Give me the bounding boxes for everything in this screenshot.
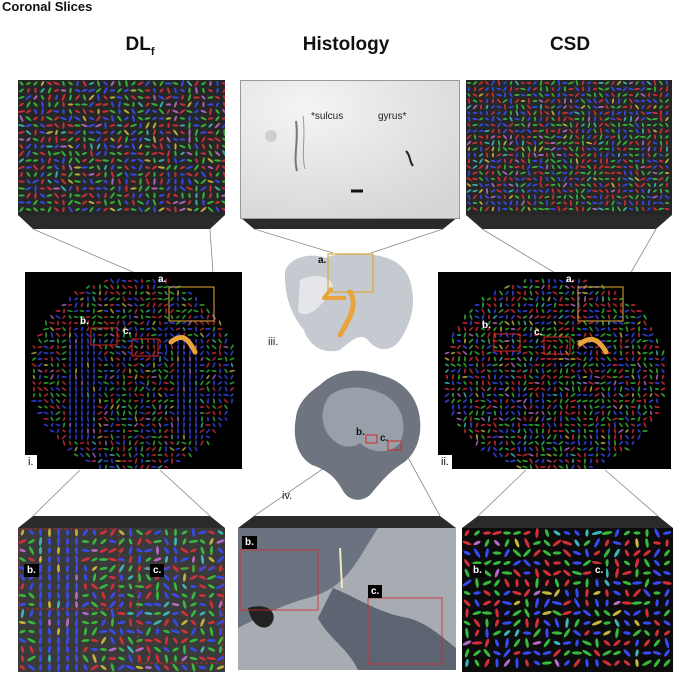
csd-bottom-zoom-panel: b. c. bbox=[462, 528, 673, 672]
column-header-histology: Histology bbox=[302, 34, 390, 55]
csd-top-zoom-panel bbox=[466, 80, 672, 215]
dlf-label-a: a. bbox=[158, 274, 167, 285]
column-header-csd: CSD bbox=[549, 34, 591, 55]
dlf-box-b bbox=[90, 327, 118, 346]
page-title: Coronal Slices bbox=[2, 0, 93, 14]
csd-label-b: b. bbox=[482, 320, 491, 331]
csd-arrow bbox=[577, 336, 609, 355]
iii-arrow bbox=[337, 289, 356, 338]
iii-label-a: a. bbox=[318, 255, 327, 266]
histology-bottom-texture bbox=[238, 528, 456, 670]
csd-brain-glyph-field bbox=[438, 272, 671, 469]
dlf-bottom-overlay bbox=[18, 528, 224, 664]
bottom-right-trapezoid bbox=[462, 516, 673, 528]
bottom-center-trapezoid bbox=[238, 516, 456, 528]
dlf-arrow bbox=[168, 334, 198, 355]
csd-label-c: c. bbox=[534, 327, 543, 338]
csd-top-glyph-field bbox=[466, 80, 672, 215]
histology-top-texture bbox=[241, 81, 459, 218]
bottom-left-trapezoid bbox=[18, 516, 225, 528]
gyrus-label: gyrus* bbox=[378, 111, 407, 122]
top-right-trapezoid bbox=[466, 215, 672, 229]
dlf-top-zoom-panel bbox=[18, 80, 225, 215]
iv-label-b: b. bbox=[356, 427, 365, 438]
csd-box-b bbox=[493, 333, 521, 352]
column-header-dlf-sub: f bbox=[150, 45, 155, 58]
csd-brain-slice-panel: a. b. c. ii. bbox=[438, 272, 671, 469]
dlf-bottom-glyph-field bbox=[18, 528, 225, 672]
histology-bottom-label-b: b. bbox=[242, 536, 257, 549]
histology-section-iii-shape bbox=[284, 253, 414, 352]
top-center-trapezoid bbox=[240, 217, 458, 229]
sulcus-label: *sulcus bbox=[311, 111, 344, 122]
csd-bottom-label-c: c. bbox=[592, 564, 607, 577]
histology-section-iv: b. c. bbox=[290, 365, 425, 503]
panel-label-iv: iv. bbox=[282, 490, 293, 502]
csd-box-a bbox=[577, 286, 624, 322]
dlf-brain-slice-panel: a. b. c. i. bbox=[25, 272, 242, 469]
iv-label-c: c. bbox=[380, 433, 389, 444]
histology-bottom-label-c: c. bbox=[368, 585, 383, 598]
dlf-label-c: c. bbox=[123, 326, 132, 337]
dlf-bottom-label-c: c. bbox=[150, 564, 165, 577]
dlf-bottom-zoom-panel: b. c. bbox=[18, 528, 225, 672]
histology-section-iii: a. bbox=[280, 250, 418, 355]
csd-label-a: a. bbox=[566, 274, 575, 285]
histology-section-iv-shape bbox=[294, 370, 421, 500]
panel-label-iii: iii. bbox=[268, 336, 279, 348]
histology-bottom-panel: b. c. bbox=[238, 528, 456, 670]
column-header-dlf-main: DL bbox=[125, 34, 151, 55]
csd-box-c bbox=[543, 336, 571, 355]
column-header-dlf: DLf bbox=[50, 34, 230, 58]
dlf-label-b: b. bbox=[80, 316, 89, 327]
panel-label-ii: ii. bbox=[438, 455, 452, 469]
dlf-box-a bbox=[168, 286, 215, 322]
csd-bottom-label-b: b. bbox=[470, 564, 485, 577]
dlf-top-glyph-field bbox=[18, 80, 225, 215]
panel-label-i: i. bbox=[25, 455, 37, 469]
dlf-box-c bbox=[131, 338, 159, 357]
dlf-brain-glyph-field bbox=[25, 272, 242, 469]
csd-bottom-glyph-field bbox=[462, 528, 673, 672]
dlf-overlay bbox=[90, 286, 215, 357]
histology-top-panel: *sulcus gyrus* bbox=[240, 80, 460, 219]
dlf-bottom-label-b: b. bbox=[24, 564, 39, 577]
top-left-trapezoid bbox=[18, 215, 225, 229]
csd-overlay bbox=[493, 286, 624, 355]
